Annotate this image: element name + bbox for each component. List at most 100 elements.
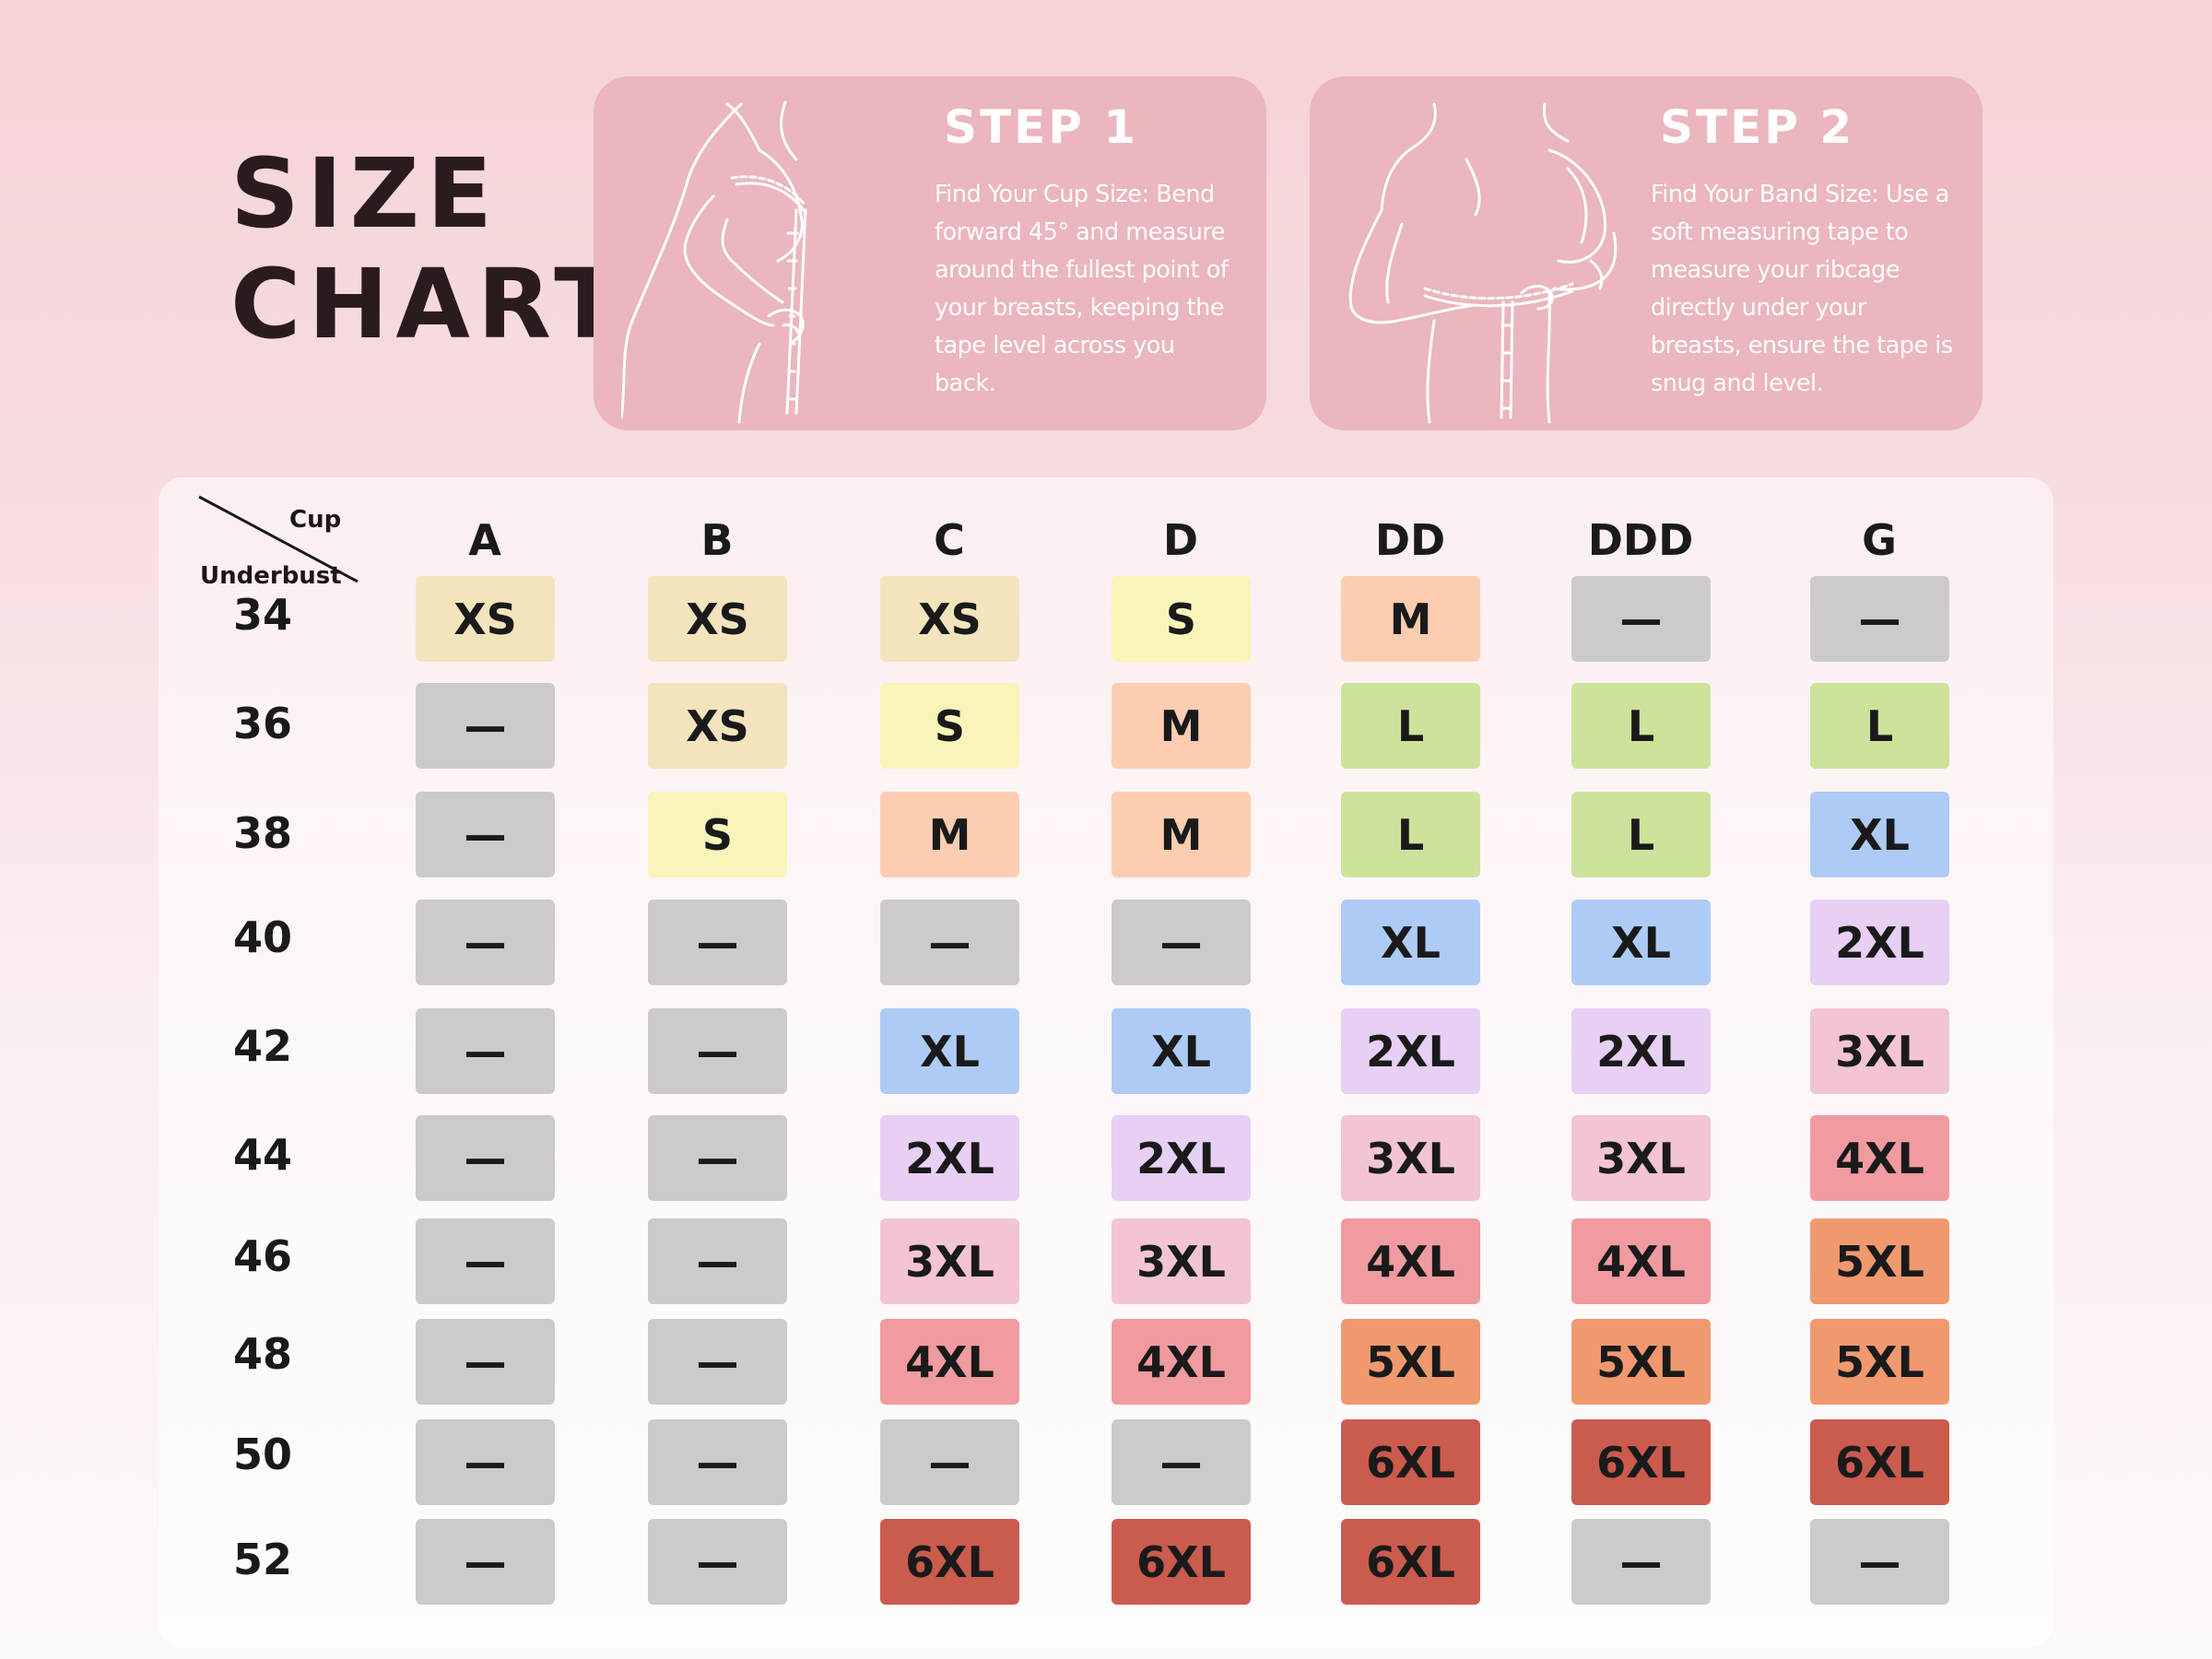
- size-cell-38-dd: L: [1341, 792, 1480, 877]
- size-cell-52-ddd: —: [1571, 1519, 1711, 1605]
- size-cell-52-b: —: [648, 1519, 787, 1605]
- size-cell-46-ddd: 4XL: [1571, 1218, 1711, 1304]
- size-cell-36-g: L: [1810, 683, 1949, 769]
- row-header-48: 48: [232, 1329, 292, 1379]
- size-cell-42-b: —: [648, 1008, 787, 1094]
- size-cell-34-dd: M: [1341, 576, 1480, 662]
- size-cell-52-dd: 6XL: [1341, 1519, 1480, 1605]
- column-header-a: A: [468, 515, 501, 565]
- step-1-title: STEP 1: [944, 100, 1139, 154]
- size-cell-36-a: —: [416, 683, 555, 769]
- size-cell-36-b: XS: [648, 683, 787, 769]
- size-cell-48-c: 4XL: [880, 1319, 1019, 1405]
- size-cell-40-d: —: [1112, 900, 1251, 985]
- size-cell-38-g: XL: [1810, 792, 1949, 877]
- size-cell-50-ddd: 6XL: [1571, 1419, 1711, 1505]
- step-1-text: Find Your Cup Size: Bend forward 45° and…: [935, 181, 1229, 397]
- page-title-line2: CHART: [230, 248, 628, 360]
- row-header-42: 42: [232, 1021, 292, 1071]
- step-2-text: Find Your Band Size: Use a soft measurin…: [1651, 181, 1953, 397]
- page-title-line1: SIZE: [230, 137, 500, 250]
- size-cell-40-a: —: [416, 900, 555, 985]
- column-header-c: C: [934, 515, 965, 565]
- size-cell-34-ddd: —: [1571, 576, 1711, 662]
- size-cell-34-a: XS: [416, 576, 555, 662]
- column-header-b: B: [700, 515, 734, 565]
- table-corner-diagonal: [198, 495, 359, 583]
- size-cell-50-d: —: [1112, 1419, 1251, 1505]
- size-cell-52-d: 6XL: [1112, 1519, 1251, 1605]
- size-cell-46-d: 3XL: [1112, 1218, 1251, 1304]
- row-header-50: 50: [232, 1430, 292, 1479]
- size-cell-52-g: —: [1810, 1519, 1949, 1605]
- size-cell-44-g: 4XL: [1810, 1115, 1949, 1201]
- size-cell-44-dd: 3XL: [1341, 1115, 1480, 1201]
- measuring-underbust-illustration: [1348, 102, 1618, 424]
- size-cell-34-c: XS: [880, 576, 1019, 662]
- size-cell-48-a: —: [416, 1319, 555, 1405]
- step-2-card: STEP 2 Find Your Band Size: Use a soft m…: [1310, 76, 1983, 430]
- size-cell-42-dd: 2XL: [1341, 1008, 1480, 1094]
- size-cell-42-ddd: 2XL: [1571, 1008, 1711, 1094]
- size-cell-48-g: 5XL: [1810, 1319, 1949, 1405]
- size-cell-46-dd: 4XL: [1341, 1218, 1480, 1304]
- column-header-dd: DD: [1374, 515, 1446, 565]
- column-header-g: G: [1862, 515, 1897, 565]
- size-cell-36-c: S: [880, 683, 1019, 769]
- page-title: SIZE CHART: [230, 138, 627, 359]
- row-header-44: 44: [232, 1130, 292, 1180]
- row-header-52: 52: [232, 1535, 292, 1584]
- row-header-34: 34: [232, 590, 292, 640]
- column-header-ddd: DDD: [1587, 515, 1694, 565]
- size-cell-40-g: 2XL: [1810, 900, 1949, 985]
- corner-underbust-label: Underbust: [200, 562, 342, 590]
- size-cell-38-a: —: [416, 792, 555, 877]
- size-cell-50-a: —: [416, 1419, 555, 1505]
- size-cell-40-b: —: [648, 900, 787, 985]
- size-cell-44-c: 2XL: [880, 1115, 1019, 1201]
- size-cell-46-c: 3XL: [880, 1218, 1019, 1304]
- measuring-bust-illustration: [621, 100, 807, 424]
- row-header-40: 40: [232, 912, 292, 962]
- column-header-d: D: [1162, 515, 1199, 565]
- size-cell-48-dd: 5XL: [1341, 1319, 1480, 1405]
- size-cell-52-c: 6XL: [880, 1519, 1019, 1605]
- size-cell-48-d: 4XL: [1112, 1319, 1251, 1405]
- size-cell-50-dd: 6XL: [1341, 1419, 1480, 1505]
- size-cell-42-d: XL: [1112, 1008, 1251, 1094]
- size-cell-36-dd: L: [1341, 683, 1480, 769]
- size-cell-52-a: —: [416, 1519, 555, 1605]
- size-cell-38-c: M: [880, 792, 1019, 877]
- size-cell-34-b: XS: [648, 576, 787, 662]
- size-cell-38-ddd: L: [1571, 792, 1711, 877]
- size-cell-40-ddd: XL: [1571, 900, 1711, 985]
- size-cell-44-a: —: [416, 1115, 555, 1201]
- row-header-46: 46: [232, 1231, 292, 1281]
- row-header-38: 38: [232, 808, 292, 858]
- step-1-card: STEP 1 Find Your Cup Size: Bend forward …: [594, 76, 1266, 430]
- size-cell-44-ddd: 3XL: [1571, 1115, 1711, 1201]
- size-cell-40-c: —: [880, 900, 1019, 985]
- size-cell-42-c: XL: [880, 1008, 1019, 1094]
- size-cell-34-d: S: [1112, 576, 1251, 662]
- step-2-title: STEP 2: [1660, 100, 1855, 154]
- size-cell-42-a: —: [416, 1008, 555, 1094]
- size-cell-48-ddd: 5XL: [1571, 1319, 1711, 1405]
- size-cell-48-b: —: [648, 1319, 787, 1405]
- size-cell-34-g: —: [1810, 576, 1949, 662]
- size-cell-46-b: —: [648, 1218, 787, 1304]
- size-cell-46-a: —: [416, 1218, 555, 1304]
- size-cell-36-d: M: [1112, 683, 1251, 769]
- size-cell-44-b: —: [648, 1115, 787, 1201]
- size-cell-40-dd: XL: [1341, 900, 1480, 985]
- corner-cup-label: Cup: [289, 506, 342, 534]
- size-cell-42-g: 3XL: [1810, 1008, 1949, 1094]
- size-cell-38-b: S: [648, 792, 787, 877]
- row-header-36: 36: [232, 699, 292, 748]
- size-cell-36-ddd: L: [1571, 683, 1711, 769]
- size-cell-50-b: —: [648, 1419, 787, 1505]
- size-cell-38-d: M: [1112, 792, 1251, 877]
- size-cell-44-d: 2XL: [1112, 1115, 1251, 1201]
- size-cell-50-g: 6XL: [1810, 1419, 1949, 1505]
- size-cell-46-g: 5XL: [1810, 1218, 1949, 1304]
